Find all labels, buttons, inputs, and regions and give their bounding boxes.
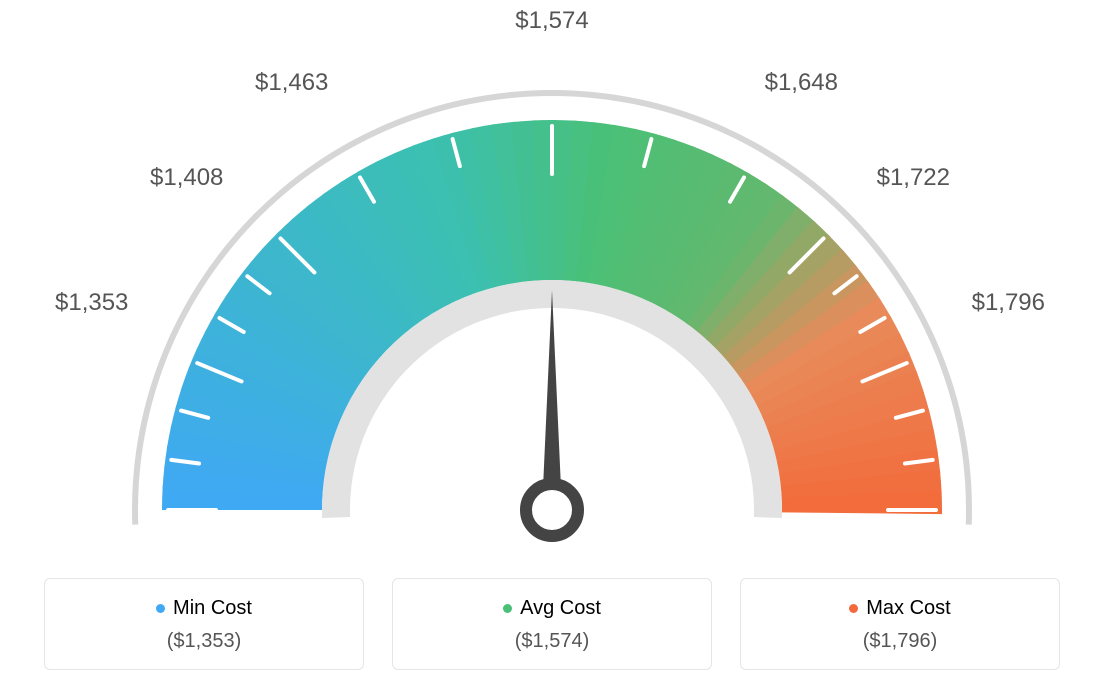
legend-title-min: Min Cost xyxy=(156,597,252,620)
legend-card-avg: Avg Cost ($1,574) xyxy=(392,578,712,670)
svg-text:$1,353: $1,353 xyxy=(55,289,128,316)
dot-icon xyxy=(849,604,858,613)
legend-value-avg: ($1,574) xyxy=(409,630,695,653)
legend-row: Min Cost ($1,353) Avg Cost ($1,574) Max … xyxy=(0,578,1104,670)
legend-value-max: ($1,796) xyxy=(757,630,1043,653)
gauge-svg: $1,353 $1,408 $1,463 $1,574 $1,648 $1,722 $1,7… xyxy=(0,10,1104,570)
dot-icon xyxy=(503,604,512,613)
gauge-chart: $1,353 $1,408 $1,463 $1,574 $1,648 $1,722 $1,7… xyxy=(0,10,1104,570)
svg-text:$1,648: $1,648 xyxy=(765,69,838,96)
legend-title-max: Max Cost xyxy=(849,597,950,620)
legend-title-avg: Avg Cost xyxy=(503,597,601,620)
svg-text:$1,722: $1,722 xyxy=(877,164,950,191)
svg-text:$1,796: $1,796 xyxy=(972,289,1045,316)
chart-container: $1,353 $1,408 $1,463 $1,574 $1,648 $1,722 $1,7… xyxy=(0,0,1104,690)
svg-text:$1,463: $1,463 xyxy=(255,69,328,96)
legend-title-text: Max Cost xyxy=(866,597,950,620)
svg-text:$1,574: $1,574 xyxy=(515,10,588,34)
svg-text:$1,408: $1,408 xyxy=(150,164,223,191)
dot-icon xyxy=(156,604,165,613)
legend-title-text: Min Cost xyxy=(173,597,252,620)
legend-value-min: ($1,353) xyxy=(61,630,347,653)
legend-title-text: Avg Cost xyxy=(520,597,601,620)
legend-card-max: Max Cost ($1,796) xyxy=(740,578,1060,670)
legend-card-min: Min Cost ($1,353) xyxy=(44,578,364,670)
